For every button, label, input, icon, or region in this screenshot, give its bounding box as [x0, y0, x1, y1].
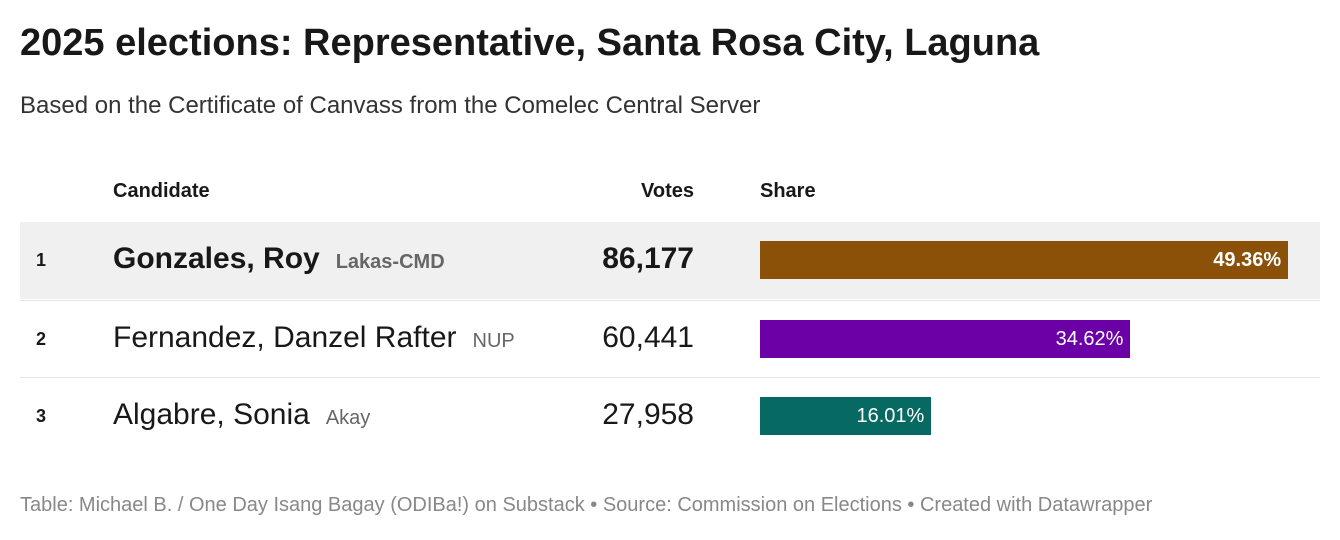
candidate-cell: Algabre, Sonia Akay — [113, 398, 370, 432]
party: Lakas-CMD — [335, 251, 445, 273]
candidate-name: Algabre, Sonia — [113, 398, 310, 431]
candidate-cell: Fernandez, Danzel Rafter NUP — [113, 321, 515, 355]
candidate-cell: Gonzales, Roy Lakas-CMD — [113, 242, 445, 276]
table-row: 3 Algabre, Sonia Akay 27,958 16.01% — [20, 377, 1320, 455]
column-header: Candidate — [113, 180, 210, 202]
party: NUP — [472, 329, 515, 352]
column-header: Share — [760, 180, 816, 202]
share-bar: 16.01% — [760, 397, 932, 435]
candidate-name: Fernandez, Danzel Rafter — [113, 320, 457, 354]
votes: 86,177 — [602, 242, 694, 275]
rank: 3 — [36, 406, 47, 426]
share-label: 16.01% — [856, 405, 925, 427]
column-header: Votes — [641, 180, 694, 202]
title: 2025 elections: Representative, Santa Ro… — [20, 22, 1040, 64]
party: Akay — [325, 407, 371, 429]
votes: 60,441 — [602, 320, 694, 354]
votes: 27,958 — [602, 398, 694, 431]
footer: Table: Michael B. / One Day Isang Bagay … — [20, 494, 1153, 516]
share-label: 49.36% — [1213, 249, 1282, 271]
rank: 1 — [36, 250, 47, 270]
share-bar: 49.36% — [760, 241, 1289, 279]
share-bar: 34.62% — [760, 319, 1131, 358]
subtitle: Based on the Certificate of Canvass from… — [20, 92, 761, 119]
share-label: 34.62% — [1055, 327, 1124, 350]
table-row: 1 Gonzales, Roy Lakas-CMD 86,177 49.36% — [20, 222, 1320, 299]
table-row: 2 Fernandez, Danzel Rafter NUP 60,441 34.62% — [20, 299, 1320, 378]
rank: 2 — [36, 328, 47, 349]
candidate-name: Gonzales, Roy — [113, 242, 320, 275]
